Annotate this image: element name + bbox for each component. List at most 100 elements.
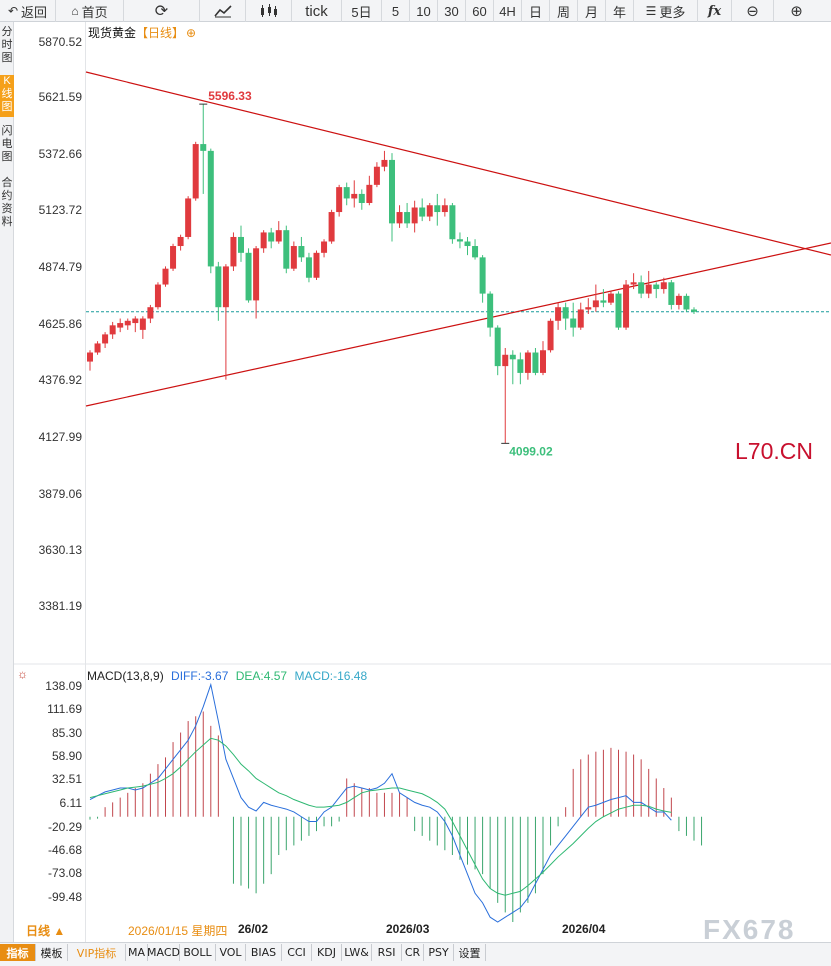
week-button[interactable]: 周 <box>550 0 578 22</box>
candle-body <box>313 252 320 278</box>
candlestick-button[interactable] <box>246 0 292 22</box>
macd-tick-label: -46.68 <box>47 843 82 857</box>
candle-body <box>268 232 275 242</box>
candle-body <box>132 318 139 324</box>
symbol-name: 现货黄金 <box>88 26 137 40</box>
5min-button[interactable]: 5 <box>382 0 410 22</box>
indicator-tab[interactable]: RSI <box>372 944 402 961</box>
indicator-tab[interactable]: MACD <box>147 944 180 961</box>
indicator-tab[interactable]: CR <box>402 944 424 961</box>
lower-trendline <box>85 242 831 407</box>
30min-button[interactable]: 30 <box>438 0 466 22</box>
price-tick-label: 5123.72 <box>38 203 82 217</box>
chart-type-button[interactable] <box>200 0 246 22</box>
price-tick-label: 4376.92 <box>38 373 82 387</box>
period-selector[interactable]: 日线 ▲ <box>26 924 66 938</box>
candle-body <box>675 295 682 305</box>
back-button[interactable]: ↶ 返回 <box>0 0 56 22</box>
indicator-settings-icon[interactable]: ☼ <box>17 667 28 681</box>
year-button[interactable]: 年 <box>606 0 634 22</box>
home-icon: ⌂ <box>71 4 79 18</box>
candle-body <box>509 354 516 360</box>
candle-body <box>275 230 282 242</box>
candle-body <box>691 309 697 312</box>
side-tab-flash[interactable]: 闪电图 <box>1 125 13 163</box>
candle-body <box>638 282 645 294</box>
candle-body <box>290 246 297 269</box>
diff-line <box>89 682 672 923</box>
macd-tick-label: 138.09 <box>45 679 82 693</box>
indicator-tab[interactable]: CCI <box>282 944 312 961</box>
candle-body <box>502 354 509 367</box>
60min-button[interactable]: 60 <box>466 0 494 22</box>
candle-body <box>555 307 562 321</box>
side-tab-timeshare[interactable]: 分时图 <box>1 26 13 64</box>
indicator-tab[interactable]: VOL <box>216 944 246 961</box>
side-tab-contract-info[interactable]: 合约资料 <box>1 177 13 228</box>
home-button[interactable]: ⌂ 首页 <box>56 0 124 22</box>
4h-button[interactable]: 4H <box>494 0 522 22</box>
indicator-tab[interactable]: VIP指标 <box>68 944 126 961</box>
10min-button[interactable]: 10 <box>410 0 438 22</box>
kline-chart[interactable]: 5596.33 4099.02 <box>0 0 831 942</box>
candle-body <box>615 293 622 328</box>
x-label-apr: 2026/04 <box>562 922 606 936</box>
refresh-button[interactable]: ⟳ <box>124 0 200 22</box>
candle-body <box>373 166 380 185</box>
candle-body <box>351 193 358 199</box>
indicator-tab[interactable]: 设置 <box>454 944 486 961</box>
candlestick-icon <box>260 4 277 17</box>
day-button[interactable]: 日 <box>522 0 550 22</box>
candle-body <box>305 257 312 278</box>
5day-button[interactable]: 5日 <box>342 0 382 22</box>
indicator-tab[interactable]: MA <box>126 944 148 961</box>
candle-body <box>540 350 546 373</box>
formula-button[interactable]: fx <box>698 0 732 22</box>
candle-body <box>585 307 592 310</box>
tick-button[interactable]: tick <box>292 0 342 22</box>
indicator-tab[interactable]: KDJ <box>312 944 342 961</box>
indicator-tab[interactable]: 指标 <box>0 944 36 961</box>
indicator-tab[interactable]: 模板 <box>36 944 68 961</box>
candle-body <box>464 241 471 247</box>
candle-body <box>607 293 614 303</box>
indicator-tab[interactable]: BOLL <box>180 944 216 961</box>
candle-body <box>154 284 161 308</box>
upper-trendline <box>85 71 831 256</box>
candle-body <box>170 246 177 269</box>
macd-tick-label: -20.29 <box>47 820 82 834</box>
candle-body <box>230 236 237 267</box>
candle-body <box>419 207 426 217</box>
price-tick-label: 4625.86 <box>38 317 82 331</box>
candle-body <box>321 241 328 253</box>
candle-body <box>562 307 569 319</box>
indicator-tabbar: 指标 模板 VIP指标 MA MACD BOLL VOL BIAS CCI KDJ LW& RSI CR… <box>0 942 831 966</box>
candle-body <box>396 212 403 224</box>
indicator-tab[interactable]: PSY <box>424 944 454 961</box>
candle-body <box>404 212 411 224</box>
macd-tick-label: -99.48 <box>47 890 82 904</box>
price-tick-label: 5870.52 <box>38 35 82 49</box>
candle-body <box>298 246 305 258</box>
settings-icon[interactable]: ⊕ <box>186 26 197 40</box>
indicator-tab[interactable]: BIAS <box>246 944 282 961</box>
candle-body <box>623 284 630 328</box>
candle-body <box>87 352 93 362</box>
zoom-in-button[interactable]: ⊕ <box>774 0 819 22</box>
month-button[interactable]: 月 <box>578 0 606 22</box>
macd-tick-label: 6.11 <box>59 796 82 810</box>
candle-body <box>600 300 607 303</box>
indicator-tab[interactable]: LW& <box>342 944 372 961</box>
more-button[interactable]: ☰ 更多 <box>634 0 698 22</box>
macd-tick-label: 32.51 <box>51 772 82 786</box>
candle-body <box>207 150 214 267</box>
zoom-out-button[interactable]: ⊖ <box>732 0 774 22</box>
candle-body <box>645 284 652 294</box>
candle-body <box>238 236 244 253</box>
candle-body <box>147 307 154 319</box>
candle-body <box>411 207 418 224</box>
candle-body <box>245 252 252 301</box>
candle-body <box>215 266 222 308</box>
price-tick-label: 3630.13 <box>38 543 82 557</box>
